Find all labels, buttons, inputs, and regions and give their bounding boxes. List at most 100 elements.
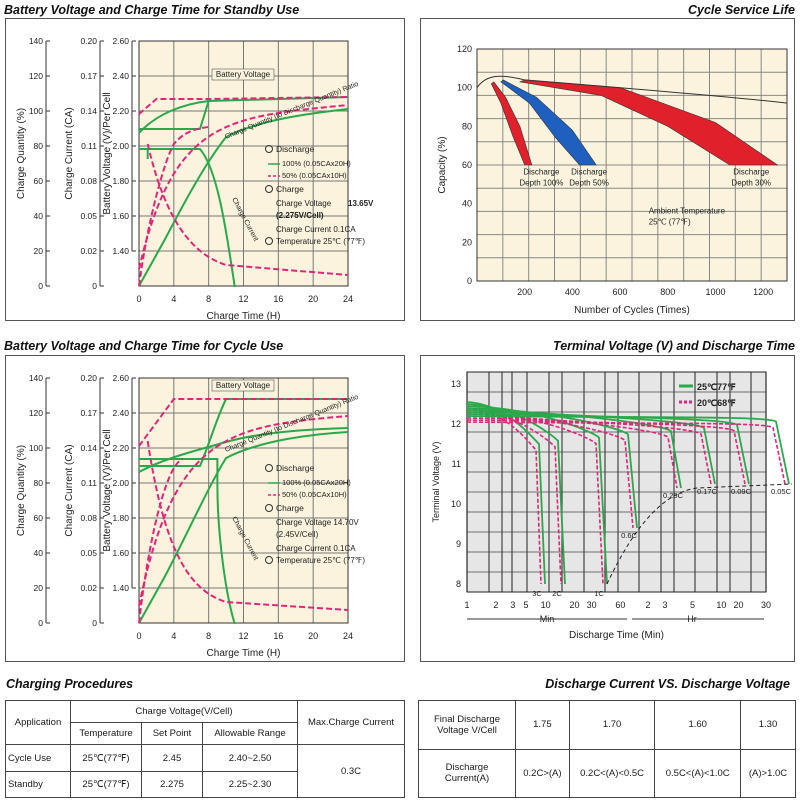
y-tick-label: 80 (34, 141, 44, 151)
y-tick-label: 1.60 (112, 211, 129, 221)
y-axis-label: Battery Voltage (V)/Per Cell (102, 92, 113, 214)
y-tick-label: 0.11 (81, 478, 97, 488)
y-tick-label: 0.20 (80, 36, 97, 46)
x-tick-label: 12 (238, 631, 248, 641)
discharge-rate-label: 3C (532, 589, 542, 598)
x-tick-label: 5 (524, 600, 529, 610)
header-charge-voltage: Charge Voltage(V/Cell) (70, 699, 298, 724)
y-tick-label: 2.00 (112, 478, 129, 488)
x-axis-label: Charge Time (H) (207, 311, 281, 320)
legend-charge-title: Charge (276, 184, 304, 194)
discharge-rate-label: 0.05C (771, 487, 792, 496)
standby-chart-title: Battery Voltage and Charge Time for Stan… (4, 3, 300, 17)
legend-charge-voltage: Charge Voltage 14.70V (276, 518, 359, 527)
y-tick-label: 0.02 (80, 583, 97, 593)
y-tick-label: 120 (457, 44, 472, 54)
header-final-voltage-line1: Final Discharge (434, 713, 500, 725)
y-tick-label: 10 (451, 499, 461, 509)
x-axis-label: Discharge Time (Min) (569, 630, 664, 641)
voltage-label-box (211, 379, 275, 392)
discharge-table: Final Discharge Voltage V/Cell 1.75 1.70… (418, 700, 796, 798)
y-axis-label: Capacity (%) (437, 136, 448, 193)
legend-discharge-100: 100% (0.05CAx20H) (282, 478, 351, 487)
y-tick-label: 80 (34, 478, 44, 488)
discharge-table-title: Discharge Current VS. Discharge Voltage (545, 677, 790, 691)
band-label-line2: Depth 50% (569, 179, 609, 188)
y-tick-label: 20 (462, 237, 472, 247)
voltage-curve-upper (139, 96, 349, 130)
y-tick-label: 60 (462, 160, 472, 170)
y-tick-label: 120 (29, 71, 43, 81)
discharge-rate-label: 0.09C (731, 487, 752, 496)
y-axis-label: Charge Quantity (%) (16, 445, 27, 536)
y-tick-label: 0.17 (80, 408, 97, 418)
cycle-life-chart-panel: 0 20 40 60 80 100 120 200 400 600 800 1000 1200 Numbe… (420, 18, 795, 321)
y-tick-label: 40 (34, 548, 44, 558)
y-axis-label: Charge Current (CA) (64, 107, 75, 199)
discharge-rate-label: 1C (594, 589, 604, 598)
discharge-rate-label: 0.25C (663, 491, 684, 500)
x-tick-label: 800 (660, 287, 675, 297)
x-tick-label: 20 (733, 600, 743, 610)
voltage-curve-label: Battery Voltage (216, 70, 271, 79)
y-tick-label: 100 (29, 106, 43, 116)
y-tick-label: 0.17 (80, 71, 97, 81)
cell-range: 2.25~2.30 (202, 770, 298, 799)
y-tick-label: 1.80 (112, 176, 129, 186)
header-application: Application (5, 699, 71, 746)
discharge-curve-20c (466, 409, 562, 585)
y-axis-label: Charge Quantity (%) (16, 108, 27, 199)
legend-charge-current: Charge Current 0.1CA (276, 544, 356, 553)
y-tick-label: 2.40 (112, 408, 129, 418)
cycle-use-chart: 0 4 8 12 16 20 24 Charge Time (H) 140 120 100 80 60 4… (16, 373, 365, 659)
header-final-voltage-line2: Voltage V/Cell (437, 724, 497, 736)
discharge-curve-20c (466, 419, 746, 485)
y-tick-label: 0 (38, 618, 43, 628)
y-axis-label: Charge Current (CA) (64, 444, 75, 536)
table-row: Discharge Current(A) 0.2C>(A) 0.2C<(A)<0… (418, 748, 796, 798)
y-tick-label: 0.08 (80, 513, 97, 523)
discharge-curve-25c (466, 401, 546, 585)
x-tick-label: 20 (308, 631, 318, 641)
y-axis-label: Terminal Voltage (V) (431, 441, 441, 522)
x-tick-label: 2 (645, 600, 650, 610)
cell-voltage: 1.30 (740, 700, 796, 750)
x-tick-label: 16 (273, 294, 283, 304)
x-tick-label: 400 (565, 287, 580, 297)
discharge-rate-label: 0.17C (697, 487, 718, 496)
y-tick-label: 20 (34, 583, 44, 593)
band-label-line2: Depth 30% (731, 179, 771, 188)
y-axis-label: Battery Voltage (V)/Per Cell (102, 429, 113, 551)
y-tick-label: 0.20 (80, 373, 97, 383)
discharge-curve-20c (466, 415, 678, 489)
cycle-use-chart-panel: 0 4 8 12 16 20 24 Charge Time (H) 140 120 100 80 60 4… (5, 355, 405, 662)
y-tick-label: 9 (456, 539, 461, 549)
voltage-curve-upper (139, 398, 348, 467)
x-tick-label: 30 (761, 600, 771, 610)
x-tick-label: 200 (517, 287, 532, 297)
x-tick-label: 60 (615, 600, 625, 610)
header-discharge-current-line2: Current(A) (444, 773, 490, 785)
discharge-rate-label: 0.6C (621, 531, 637, 540)
standby-chart: 0 4 8 12 16 20 24 Charge Time (H) 140 120 100 80 60 4… (16, 36, 374, 322)
cell-temp: 25℃(77℉) (70, 744, 142, 772)
legend-discharge-50: 50% (0.05CAx10H) (282, 171, 347, 180)
header-max-charge-current: Max.Charge Current (297, 699, 405, 746)
legend-bullet (265, 185, 273, 193)
x-tick-label: 12 (238, 294, 248, 304)
header-temperature: Temperature (70, 722, 142, 746)
legend-temperature: Temperature 25℃ (77℉) (276, 556, 365, 565)
cell-current: 0.2C>(A) (515, 748, 570, 798)
table-row: Cycle Use 25℃(77℉) 2.45 2.40~2.50 0.3C (5, 744, 405, 798)
y-tick-label: 20 (34, 246, 44, 256)
x-tick-label: 2 (493, 600, 498, 610)
y-tick-label: 0 (38, 281, 43, 291)
plot-area (467, 372, 766, 592)
legend-bullet (265, 556, 273, 564)
discharge-curve-25c (466, 409, 682, 489)
y-tick-label: 140 (29, 373, 43, 383)
standby-chart-panel: 0 4 8 12 16 20 24 Charge Time (H) 140 120 100 80 60 4… (5, 18, 405, 322)
y-tick-label: 0 (92, 618, 97, 628)
y-tick-label: 1.40 (112, 583, 129, 593)
voltage-curve-50 (138, 96, 349, 115)
